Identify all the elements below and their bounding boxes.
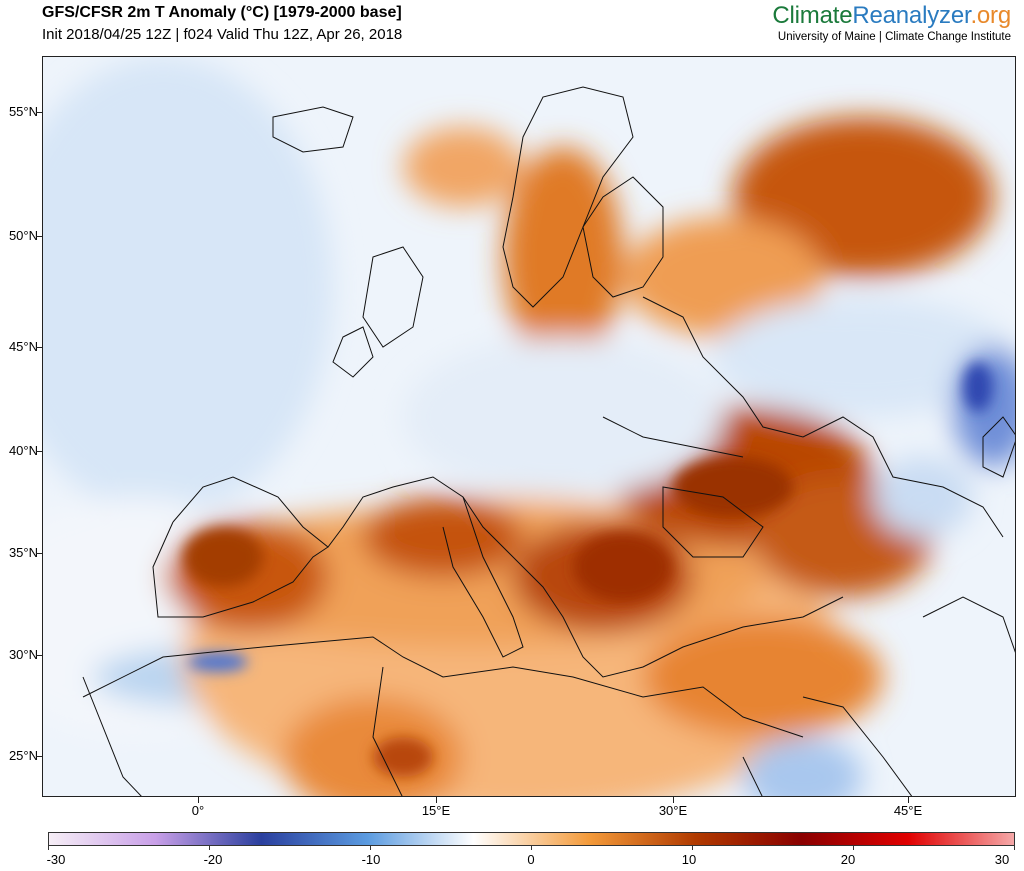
lon-tick [908,797,909,803]
lat-label-30n: 30°N [8,647,38,662]
colorbar-label-0: 0 [527,852,535,867]
lat-label-50n: 50°N [8,228,38,243]
brand-logo-part1: Climate [772,2,853,29]
brand-logo-part2: Reanalyzer [852,2,971,29]
brand-affiliation: University of Maine | Climate Change Ins… [777,31,1011,43]
lon-label-15e: 15°E [421,803,451,818]
lat-tick [36,655,42,656]
lon-label-0: 0° [191,803,205,818]
lat-label-40n: 40°N [8,443,38,458]
colorbar-tick [48,846,49,850]
lon-tick [198,797,199,803]
colorbar-label-20: 20 [840,852,856,867]
colorbar-tick [209,846,210,850]
brand-logo[interactable]: ClimateReanalyzer.org [772,2,1011,30]
lat-label-35n: 35°N [8,545,38,560]
brand[interactable]: ClimateReanalyzer.org University of Main… [772,2,1011,43]
lon-label-30e: 30°E [658,803,688,818]
map-subtitle: Init 2018/04/25 12Z | f024 Valid Thu 12Z… [42,26,403,43]
lat-label-45n: 45°N [8,339,38,354]
anomaly-map [42,56,1016,797]
lon-label-45e: 45°E [893,803,923,818]
colorbar-tick [692,846,693,850]
anomaly-hotspots [183,362,993,777]
map-title: GFS/CFSR 2m T Anomaly (°C) [1979-2000 ba… [42,4,402,21]
colorbar-tick [1014,846,1015,850]
lat-tick [36,112,42,113]
colorbar-label-10: 10 [681,852,697,867]
lon-tick [673,797,674,803]
lat-tick [36,451,42,452]
lat-label-55n: 55°N [8,104,38,119]
lat-tick [36,347,42,348]
colorbar-label-neg10: -10 [361,852,381,867]
anomaly-field [43,57,1015,796]
colorbar-tick [531,846,532,850]
colorbar-label-neg30: -30 [46,852,66,867]
brand-logo-part3: .org [970,2,1011,29]
lon-tick [436,797,437,803]
anomaly-map-svg [43,57,1015,796]
coastlines [82,86,1015,796]
colorbar-label-30: 30 [994,852,1010,867]
colorbar [48,832,1015,846]
colorbar-tick [853,846,854,850]
colorbar-label-neg20: -20 [203,852,223,867]
lat-label-25n: 25°N [8,748,38,763]
lat-tick [36,236,42,237]
colorbar-tick [370,846,371,850]
lat-tick [36,553,42,554]
lat-tick [36,756,42,757]
